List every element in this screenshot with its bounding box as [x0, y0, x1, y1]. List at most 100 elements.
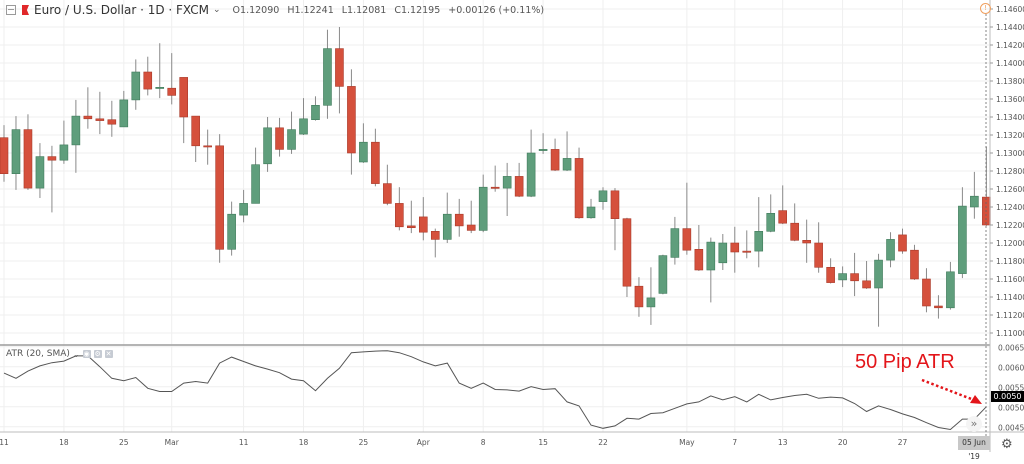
candle-down: [347, 69, 356, 175]
atr-axis-label: 0.0050: [998, 404, 1024, 413]
chart-canvas[interactable]: 1.14600 1.14400 1.14200 1.14000 1.13800 1.136…: [0, 0, 1024, 452]
candle-down: [23, 114, 33, 190]
time-axis[interactable]: 11 18 25 Mar 11 18 25 Apr 8 15 22 May 7 13 20 27: [0, 438, 907, 447]
candle-body: [263, 127, 272, 165]
indicator-legend: ATR (20, SMA) ⌄ ◉ ⚙ ✕: [6, 349, 113, 359]
candle-down: [694, 225, 704, 271]
indicator-label[interactable]: ATR (20, SMA): [6, 349, 70, 359]
price-axis-label: 1.11600: [996, 275, 1024, 284]
candle-down: [778, 185, 788, 225]
candle-down: [550, 138, 560, 171]
chart-legend-header: Euro / U.S. Dollar · 1D · FXCM ⌄ O1.1209…: [6, 3, 552, 17]
time-axis-label: 22: [598, 438, 608, 447]
candle-up: [227, 201, 236, 256]
candle-up: [71, 99, 81, 173]
candle-body: [706, 241, 716, 271]
price-axis-label: 1.13000: [996, 149, 1024, 158]
alert-clock-icon[interactable]: !: [980, 3, 991, 14]
candle-body: [754, 231, 764, 252]
price-axis-label: 1.12600: [996, 185, 1024, 194]
price-axis-label: 1.12400: [996, 203, 1024, 212]
candle-body: [95, 118, 105, 121]
price-axis-label: 1.13600: [996, 95, 1024, 104]
candle-up: [299, 98, 308, 135]
candle-down: [275, 117, 284, 157]
change-value: +0.00126 (+0.11%): [448, 4, 545, 16]
candle-up: [35, 143, 45, 198]
candle-up: [538, 133, 548, 154]
symbol-flag-icon: [22, 5, 29, 15]
atr-axis[interactable]: 0.0065 0.0060 0.0055 0.0050 0.0045: [998, 344, 1024, 433]
price-axis[interactable]: 1.14600 1.14400 1.14200 1.14000 1.13800 1.136…: [990, 5, 1024, 338]
candle-body: [287, 129, 296, 150]
symbol-title[interactable]: Euro / U.S. Dollar · 1D · FXCM: [34, 3, 209, 17]
candle-body: [454, 213, 464, 227]
candle-up: [886, 232, 895, 268]
grid: [0, 0, 990, 432]
candle-body: [730, 242, 740, 253]
candle-down: [47, 145, 57, 213]
candle-down: [83, 87, 93, 129]
candle-body: [407, 225, 416, 228]
candle-body: [670, 228, 680, 258]
candlestick-series: [0, 27, 991, 327]
candle-body: [694, 249, 704, 271]
eye-icon[interactable]: ◉: [82, 350, 91, 358]
close-value: C1.12195: [394, 4, 441, 16]
candle-down: [850, 252, 859, 297]
candle-body: [311, 105, 320, 121]
candle-body: [442, 213, 452, 240]
candle-body: [23, 129, 33, 189]
candle-up: [59, 120, 69, 164]
candle-down: [514, 162, 524, 198]
candle-up: [155, 43, 165, 99]
candle-body: [922, 278, 931, 307]
time-axis-label: 15: [538, 438, 548, 447]
candle-body: [970, 195, 979, 208]
candle-body: [191, 115, 200, 147]
candle-up: [970, 171, 979, 219]
candle-down: [742, 230, 752, 259]
close-icon[interactable]: ✕: [104, 350, 113, 358]
candle-up: [311, 96, 320, 121]
candle-up: [131, 59, 141, 110]
candle-body: [778, 210, 788, 224]
candle-down: [490, 165, 500, 192]
candle-down: [107, 100, 117, 137]
scroll-to-realtime-button[interactable]: »: [966, 416, 982, 432]
candle-up: [706, 237, 716, 303]
candle-body: [47, 156, 57, 161]
chevron-down-icon[interactable]: ⌄: [72, 349, 80, 359]
candle-up: [646, 267, 656, 325]
low-value: L1.12081: [341, 4, 387, 16]
gear-icon[interactable]: ⚙: [1001, 437, 1013, 452]
candle-body: [143, 71, 153, 90]
candle-body: [335, 48, 344, 87]
candle-body: [862, 280, 871, 289]
candle-up: [586, 198, 596, 219]
candle-body: [598, 190, 608, 202]
collapse-icon[interactable]: [6, 5, 16, 15]
candle-up: [958, 187, 967, 279]
price-axis-label: 1.14400: [996, 23, 1024, 32]
candle-down: [383, 164, 392, 206]
time-axis-label: 18: [59, 438, 69, 447]
settings-icon[interactable]: ⚙: [93, 350, 102, 358]
candle-body: [622, 218, 632, 287]
price-axis-label: 1.12000: [996, 239, 1024, 248]
chevron-down-icon[interactable]: ⌄: [213, 5, 221, 15]
candle-body: [814, 242, 823, 268]
candle-body: [359, 141, 368, 163]
candle-up: [239, 189, 248, 223]
candle-body: [826, 266, 835, 283]
candle-up: [359, 123, 368, 163]
price-axis-label: 1.14600: [996, 5, 1024, 14]
candle-body: [766, 213, 776, 232]
candle-body: [323, 48, 332, 106]
candle-down: [910, 244, 919, 280]
atr-last-value-label: 0.0050: [991, 391, 1024, 402]
candle-up: [874, 253, 883, 327]
time-axis-label: 27: [898, 438, 908, 447]
candle-body: [514, 176, 524, 197]
candle-body: [610, 190, 620, 220]
